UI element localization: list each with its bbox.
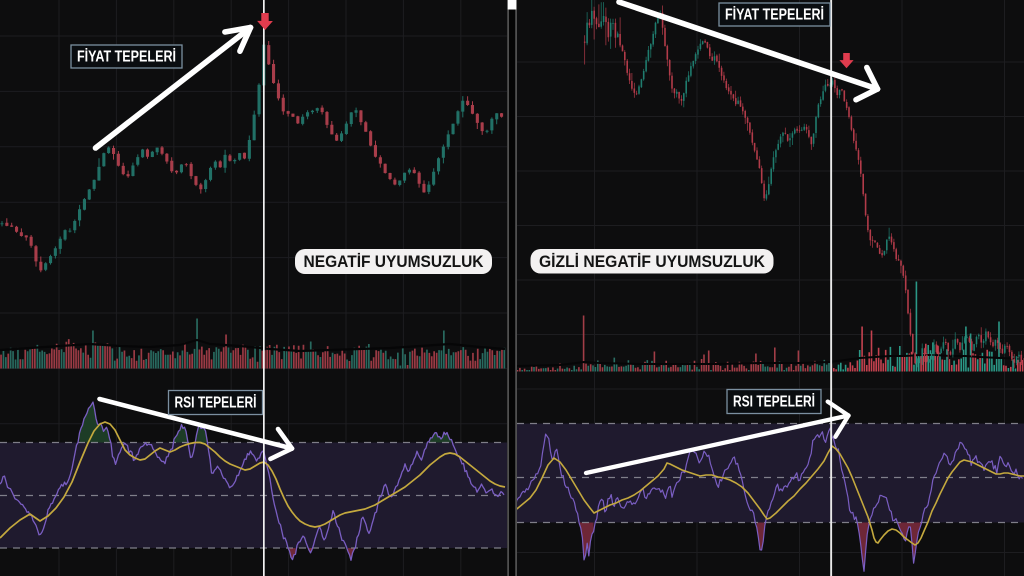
svg-text:GİZLİ NEGATİF UYUMSUZLUK: GİZLİ NEGATİF UYUMSUZLUK: [539, 253, 765, 271]
svg-text:RSI TEPELERİ: RSI TEPELERİ: [175, 395, 257, 412]
svg-text:RSI TEPELERİ: RSI TEPELERİ: [733, 394, 815, 411]
svg-text:FİYAT TEPELERİ: FİYAT TEPELERİ: [77, 49, 176, 66]
svg-text:NEGATİF UYUMSUZLUK: NEGATİF UYUMSUZLUK: [304, 253, 484, 271]
svg-text:FİYAT TEPELERİ: FİYAT TEPELERİ: [725, 7, 824, 24]
